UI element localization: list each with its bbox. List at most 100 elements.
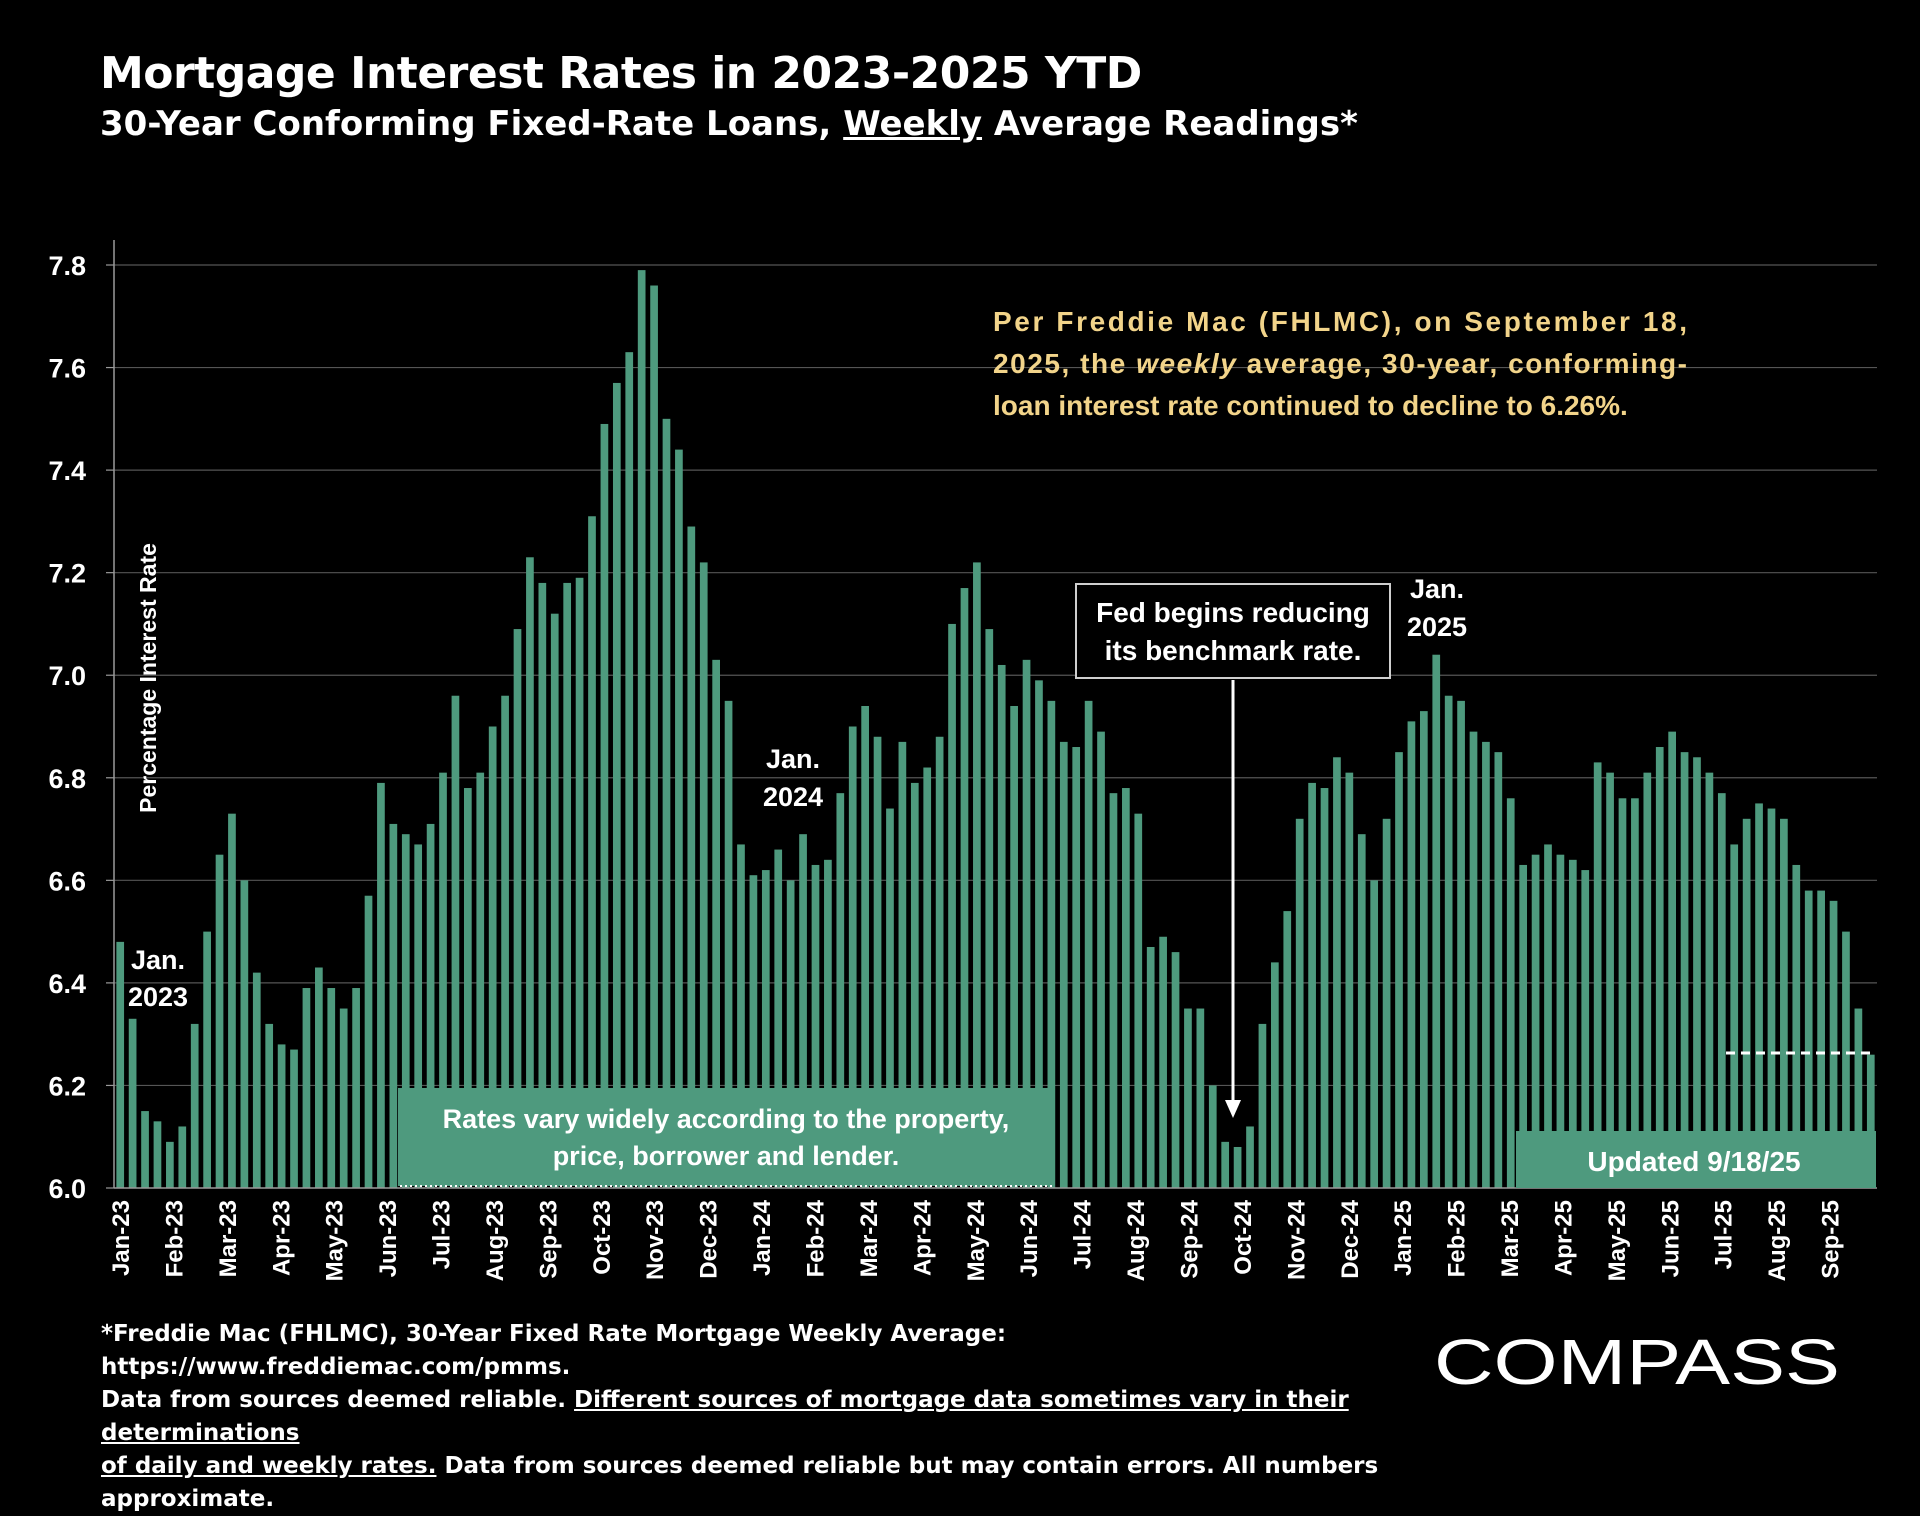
bar (1146, 946, 1155, 1188)
x-tick-label: Feb-25 (1444, 1200, 1471, 1277)
bar (1370, 880, 1379, 1188)
subtitle-pre: 30-Year Conforming Fixed-Rate Loans, (100, 104, 844, 144)
updated-box (1516, 1131, 1876, 1188)
bar (1084, 700, 1093, 1188)
y-tick-label: 7.6 (48, 354, 86, 384)
chart-subtitle: 30-Year Conforming Fixed-Rate Loans, Wee… (100, 104, 1358, 144)
x-tick-label: Jan-25 (1390, 1200, 1417, 1276)
bar (538, 582, 547, 1188)
bar (1382, 818, 1391, 1188)
bar (724, 700, 733, 1188)
bar (1097, 731, 1105, 1188)
x-tick-label: Aug-24 (1123, 1199, 1150, 1281)
bar (302, 988, 311, 1188)
bar (836, 793, 845, 1188)
rates-vary-box (398, 1088, 1054, 1186)
bar (1655, 747, 1664, 1188)
x-tick-label: Sep-25 (1818, 1200, 1845, 1279)
x-tick-label: Jun-24 (1016, 1199, 1043, 1277)
bar (476, 772, 485, 1188)
bar (1109, 793, 1118, 1188)
bar (1246, 1126, 1254, 1188)
freddie-line-3: loan interest rate continued to decline … (993, 390, 1628, 421)
bar (761, 870, 770, 1188)
bar (1271, 962, 1279, 1188)
bar (439, 772, 447, 1188)
jan-2025-label-2: 2025 (1407, 612, 1467, 642)
bar (575, 577, 584, 1188)
bar (861, 705, 869, 1188)
bar (290, 1049, 298, 1188)
bar (414, 844, 423, 1188)
bar (1333, 757, 1341, 1188)
jan-2024-label-2: 2024 (763, 782, 823, 812)
bar (1668, 731, 1676, 1188)
subtitle-post: Average Readings* (982, 104, 1358, 144)
x-tick-label: Apr-24 (909, 1199, 936, 1276)
bar (1395, 752, 1403, 1188)
bar (1556, 854, 1565, 1188)
x-tick-label: Nov-24 (1283, 1199, 1310, 1280)
bar (898, 741, 907, 1188)
bar (1618, 798, 1627, 1188)
bar (1233, 1146, 1242, 1188)
bar (973, 562, 981, 1188)
bar (1010, 705, 1018, 1188)
bar (277, 1044, 286, 1188)
bar (1854, 1008, 1863, 1188)
bar (1568, 859, 1577, 1188)
bar (166, 1141, 174, 1188)
y-tick-label: 7.4 (48, 456, 86, 486)
footnote-line-3a: of daily and weekly rates. (101, 1453, 437, 1479)
x-tick-label: Aug-23 (482, 1200, 509, 1281)
bar (1717, 793, 1726, 1188)
updated-note: Updated 9/18/25 (1516, 1131, 1876, 1188)
bar (550, 613, 559, 1188)
bar (1072, 747, 1081, 1188)
chart-title: Mortgage Interest Rates in 2023-2025 YTD (100, 48, 1142, 99)
fed-annotation-box (1075, 583, 1391, 679)
freddie-line-2a: 2025, the (993, 348, 1135, 379)
bar (1134, 813, 1143, 1188)
x-tick-label: Jan-23 (108, 1200, 135, 1276)
bar (1544, 844, 1552, 1188)
bar (1407, 721, 1416, 1188)
bar (910, 782, 919, 1188)
bar (811, 864, 820, 1188)
bar (1196, 1008, 1205, 1188)
subtitle-emphasis: Weekly (843, 104, 983, 144)
bar (873, 736, 882, 1188)
bar (1221, 1141, 1230, 1188)
x-tick-label: Feb-23 (161, 1200, 188, 1277)
bar (1829, 900, 1838, 1188)
fed-line-1: Fed begins reducing (1096, 597, 1370, 628)
bar (612, 382, 621, 1188)
x-tick-label: Feb-24 (803, 1199, 830, 1277)
x-tick-label: Mar-23 (215, 1200, 242, 1277)
compass-logo: COMPASS (1434, 1326, 1840, 1396)
bar (1792, 864, 1801, 1188)
fed-annotation: Fed begins reducing its benchmark rate. (1075, 583, 1391, 1118)
bar (824, 859, 832, 1188)
bar (1842, 931, 1850, 1188)
bar (1184, 1008, 1192, 1188)
bar (1494, 752, 1503, 1188)
bar (699, 562, 708, 1188)
x-tick-label: Sep-23 (535, 1200, 562, 1279)
x-tick-label: May-24 (963, 1199, 990, 1281)
bar (1531, 854, 1540, 1188)
bar (1593, 762, 1602, 1188)
bar (252, 972, 261, 1188)
y-tick-label: 7.0 (48, 661, 86, 691)
x-tick-label: May-25 (1604, 1200, 1631, 1281)
x-tick-label: Oct-24 (1230, 1199, 1257, 1274)
bar (1767, 808, 1776, 1188)
freddie-line-2b: weekly (1136, 348, 1237, 379)
x-tick-label: Jul-23 (429, 1200, 456, 1269)
bar (128, 1018, 137, 1188)
bar (737, 844, 745, 1188)
bar (488, 726, 497, 1188)
x-tick-label: Mar-24 (856, 1199, 883, 1277)
bar (960, 588, 969, 1188)
bar (1047, 700, 1056, 1188)
